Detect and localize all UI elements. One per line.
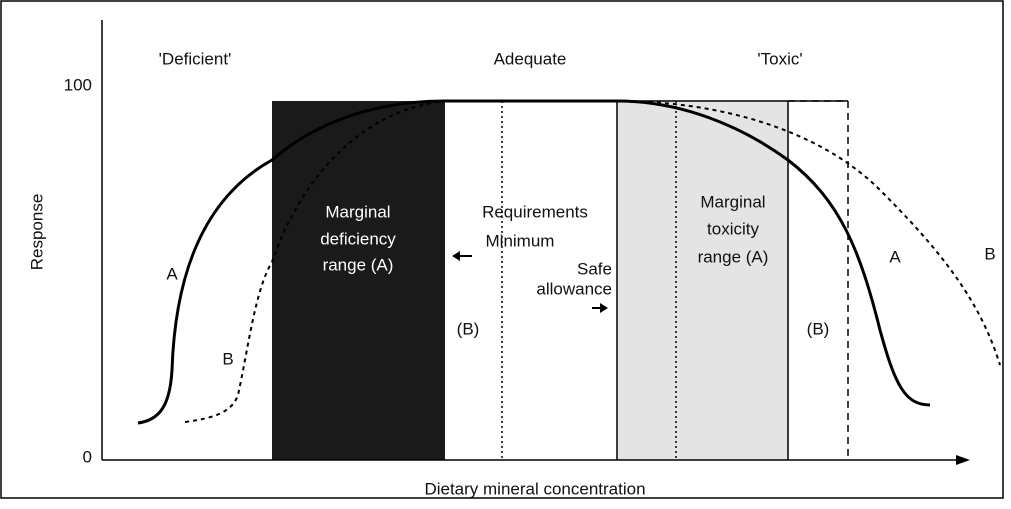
x-title: Dietary mineral concentration [424, 479, 645, 498]
region-label: range (A) [323, 255, 394, 274]
x-arrow [956, 455, 970, 465]
y-title: Response [27, 194, 46, 271]
curve-a [137, 99, 931, 425]
header-left: 'Deficient' [159, 49, 232, 68]
curve-label: B [984, 244, 995, 263]
curve-label: A [889, 247, 901, 266]
minimum-label: Minimum [486, 231, 555, 250]
y-bottom: 0 [83, 447, 92, 466]
region-label: deficiency [320, 229, 396, 248]
deficiency-region [272, 101, 445, 460]
safe-label: allowance [536, 279, 612, 298]
y-top: 100 [64, 75, 92, 94]
region-label: Marginal [325, 202, 390, 221]
toxicity-region [617, 101, 788, 460]
minimum-arrowhead [452, 251, 460, 261]
frame [0, 0, 1004, 499]
region-label: toxicity [707, 219, 759, 238]
curve-label: B [222, 349, 233, 368]
curve-label: A [166, 264, 178, 283]
requirements-label: Requirements [482, 202, 588, 221]
safe-arrowhead [600, 303, 608, 313]
header-middle: Adequate [494, 49, 567, 68]
curve-label: (B) [457, 319, 480, 338]
header-right: 'Toxic' [757, 49, 802, 68]
curve-label: (B) [807, 319, 830, 338]
safe-label: Safe [577, 259, 612, 278]
region-label: Marginal [700, 192, 765, 211]
region-label: range (A) [698, 247, 769, 266]
